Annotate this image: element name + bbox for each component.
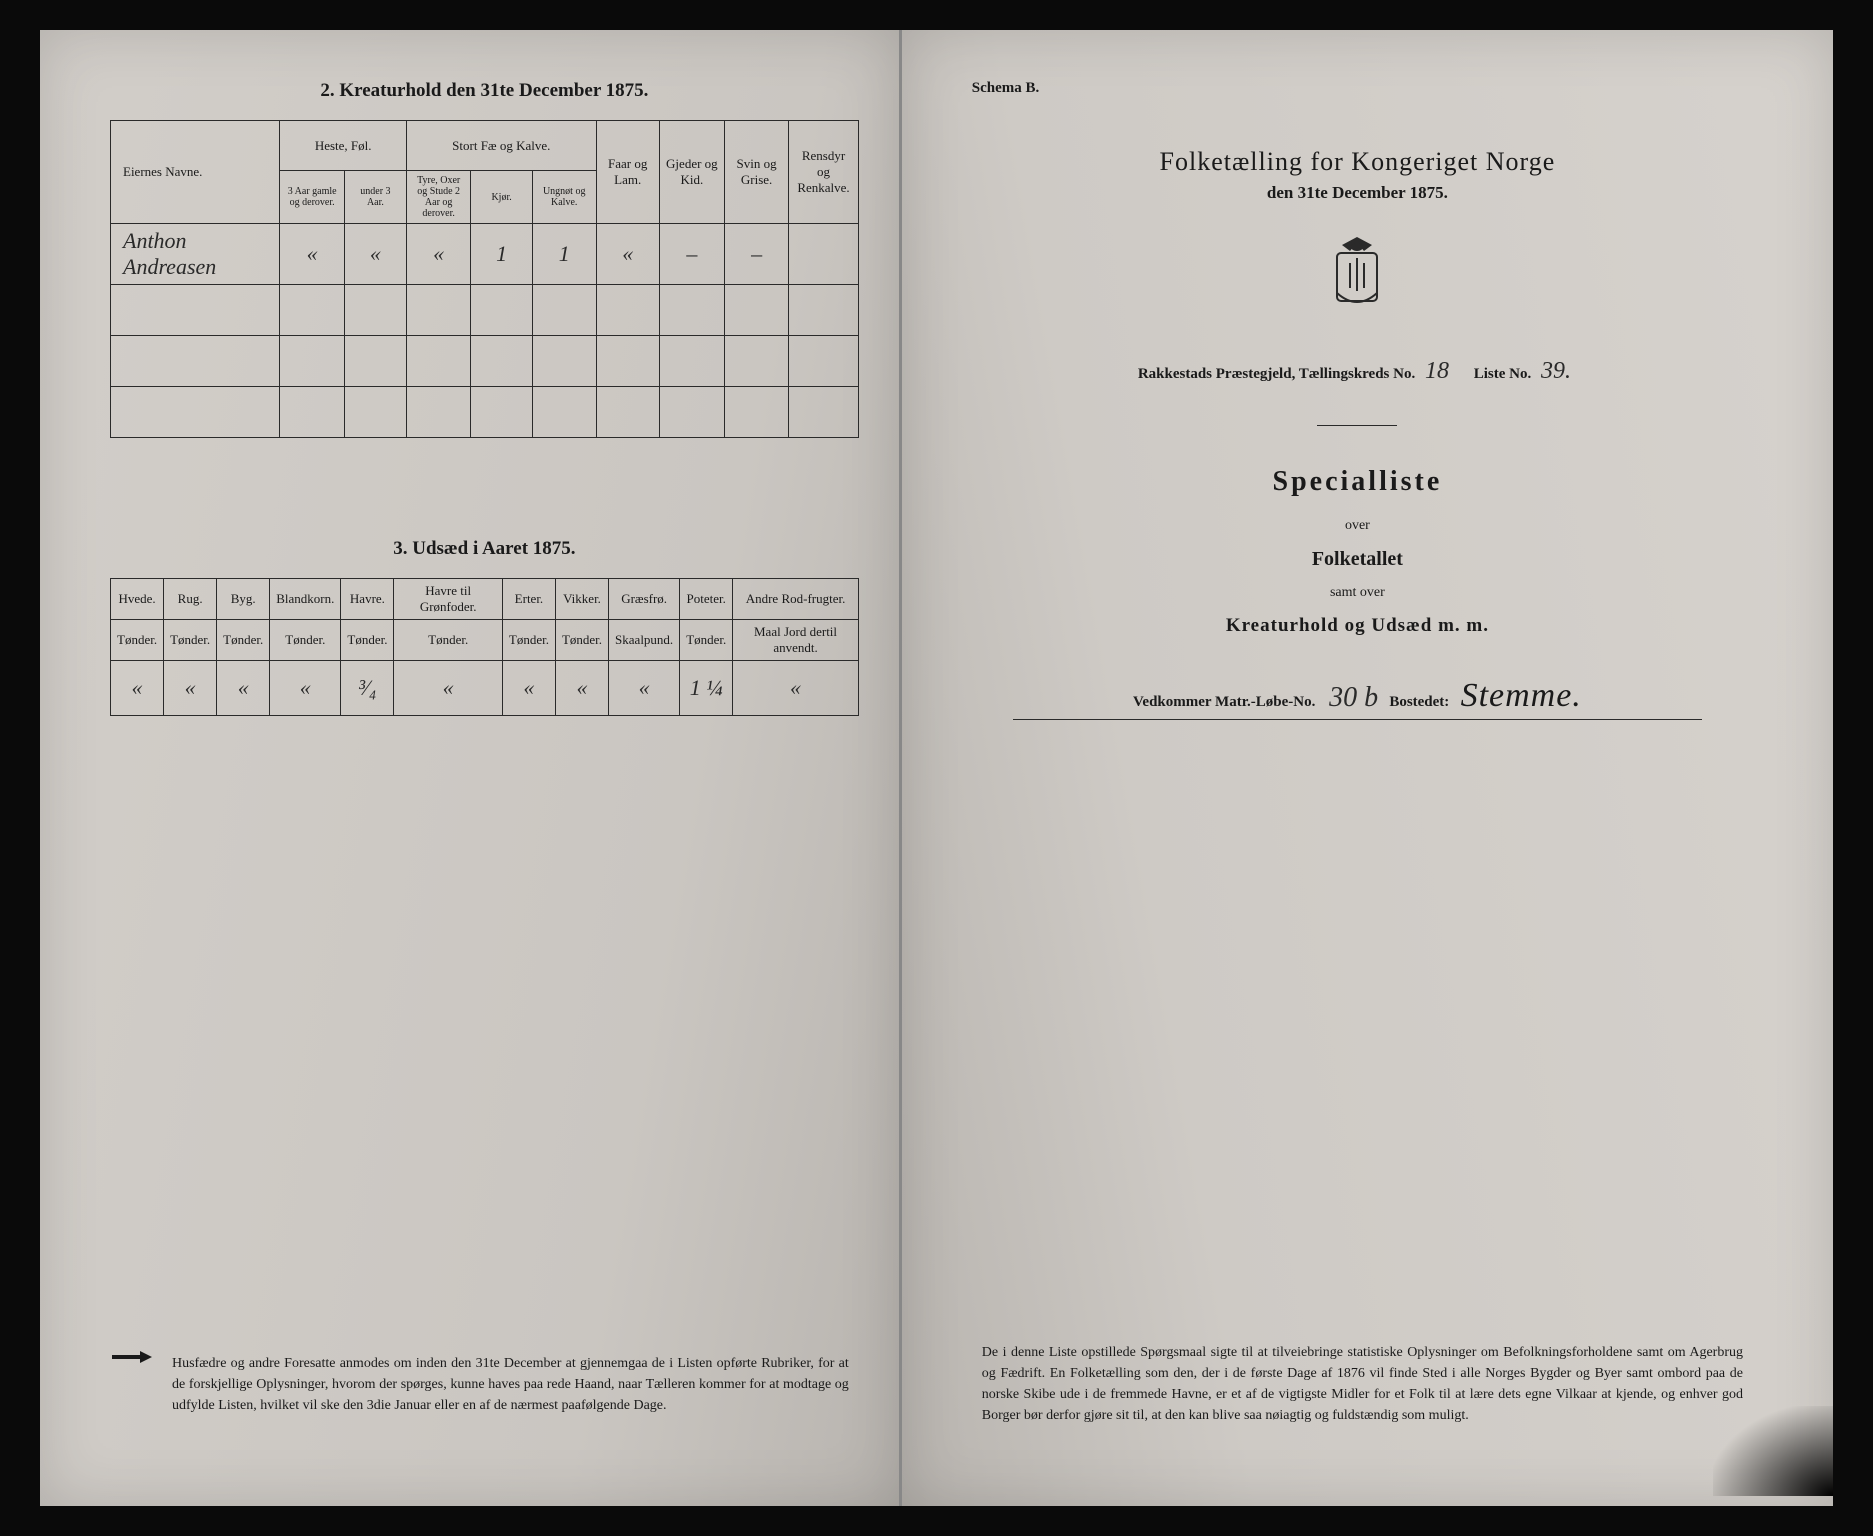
col-rensdyr: Rensdyr og Renkalve. [789, 121, 859, 224]
col-byg: Byg. [217, 579, 270, 620]
livestock-table: Eiernes Navne. Heste, Føl. Stort Fæ og K… [110, 120, 859, 438]
col-stort-a: Tyre, Oxer og Stude 2 Aar og derover. [406, 171, 470, 224]
cell: ³⁄₄ [341, 661, 394, 716]
bosted-value: Stemme. [1461, 677, 1582, 714]
vedk-label: Vedkommer Matr.-Løbe-No. [1133, 694, 1315, 710]
cell: « [217, 661, 270, 716]
seed-table: Hvede. Rug. Byg. Blandkorn. Havre. Havre… [110, 578, 859, 716]
unit: Tønder. [341, 620, 394, 661]
cell: « [502, 661, 555, 716]
col-stort-b: Kjør. [471, 171, 532, 224]
cell [789, 224, 859, 285]
left-page: 2. Kreaturhold den 31te December 1875. E… [40, 30, 902, 1506]
col-rug: Rug. [164, 579, 217, 620]
col-havre: Havre. [341, 579, 394, 620]
page-corner-shadow [1713, 1406, 1833, 1496]
bosted-label: Bostedet: [1389, 694, 1449, 710]
col-erter: Erter. [502, 579, 555, 620]
unit: Tønder. [502, 620, 555, 661]
property-line: Vedkommer Matr.-Løbe-No. 30 b Bostedet: … [952, 677, 1763, 720]
cell: « [555, 661, 608, 716]
kreatur-heading: Kreaturhold og Udsæd m. m. [952, 615, 1763, 637]
census-date: den 31te December 1875. [952, 183, 1763, 203]
col-poteter: Poteter. [680, 579, 733, 620]
cell: « [733, 661, 859, 716]
matr-no: 30 b [1329, 682, 1378, 713]
right-footnote-block: De i denne Liste opstillede Spørgsmaal s… [982, 1332, 1743, 1426]
book-spread: 2. Kreaturhold den 31te December 1875. E… [40, 30, 1833, 1506]
cell: 1 [471, 224, 532, 285]
folketallet-heading: Folketallet [952, 548, 1763, 571]
col-havre-gron: Havre til Grønfoder. [394, 579, 502, 620]
col-bland: Blandkorn. [270, 579, 341, 620]
col-heste-a: 3 Aar gamle og derover. [280, 171, 344, 224]
col-stort-c: Ungnøt og Kalve. [532, 171, 596, 224]
cell: « [406, 224, 470, 285]
col-vikker: Vikker. [555, 579, 608, 620]
left-footnote-block: Husfædre og andre Foresatte anmodes om i… [110, 1343, 849, 1416]
liste-no: 39. [1541, 358, 1571, 384]
col-andre: Andre Rod-frugter. [733, 579, 859, 620]
divider [1317, 425, 1397, 426]
unit: Maal Jord dertil anvendt. [733, 620, 859, 661]
left-footnote-text: Husfædre og andre Foresatte anmodes om i… [172, 1353, 849, 1416]
col-graes: Græsfrø. [609, 579, 680, 620]
cell: « [111, 661, 164, 716]
schema-label: Schema B. [972, 80, 1763, 97]
cell: – [724, 224, 788, 285]
district-line: Rakkestads Præstegjeld, Tællingskreds No… [952, 358, 1763, 385]
unit: Tønder. [680, 620, 733, 661]
grp-stort: Stort Fæ og Kalve. [406, 121, 596, 171]
col-owner: Eiernes Navne. [111, 121, 280, 224]
table-row: « « « « ³⁄₄ « « « « 1 ¼ « [111, 661, 859, 716]
table3-title: 3. Udsæd i Aaret 1875. [110, 538, 859, 560]
col-heste-b: under 3 Aar. [344, 171, 406, 224]
cell: « [394, 661, 502, 716]
cell: « [270, 661, 341, 716]
unit: Tønder. [555, 620, 608, 661]
kreds-no: 18 [1425, 358, 1449, 384]
liste-label: Liste No. [1474, 366, 1532, 382]
col-svin: Svin og Grise. [724, 121, 788, 224]
right-page: Schema B. Folketælling for Kongeriget No… [902, 30, 1833, 1506]
cell: « [164, 661, 217, 716]
cell: « [280, 224, 344, 285]
specialliste-heading: Specialliste [952, 466, 1763, 498]
unit: Tønder. [270, 620, 341, 661]
table-row [111, 387, 859, 438]
right-footnote-text: De i denne Liste opstillede Spørgsmaal s… [982, 1342, 1743, 1426]
table-row: Anthon Andreasen « « « 1 1 « – – [111, 224, 859, 285]
cell: « [609, 661, 680, 716]
unit: Tønder. [111, 620, 164, 661]
unit: Skaalpund. [609, 620, 680, 661]
owner-name: Anthon Andreasen [111, 224, 280, 285]
col-gjeder: Gjeder og Kid. [659, 121, 724, 224]
coat-of-arms-icon [952, 233, 1763, 328]
table-row [111, 285, 859, 336]
pointing-hand-icon [110, 1345, 154, 1369]
underline [1013, 719, 1703, 720]
col-hvede: Hvede. [111, 579, 164, 620]
unit: Tønder. [394, 620, 502, 661]
main-title: Folketælling for Kongeriget Norge [952, 147, 1763, 177]
samt-label: samt over [952, 585, 1763, 601]
district-prefix: Rakkestads Præstegjeld, Tællingskreds No… [1138, 366, 1415, 382]
table2-title: 2. Kreaturhold den 31te December 1875. [110, 80, 859, 102]
grp-heste: Heste, Føl. [280, 121, 407, 171]
unit: Tønder. [217, 620, 270, 661]
cell: 1 [532, 224, 596, 285]
cell: « [344, 224, 406, 285]
table-row [111, 336, 859, 387]
over-label: over [952, 518, 1763, 534]
cell: – [659, 224, 724, 285]
cell: 1 ¼ [680, 661, 733, 716]
col-faar: Faar og Lam. [596, 121, 659, 224]
unit: Tønder. [164, 620, 217, 661]
cell: « [596, 224, 659, 285]
